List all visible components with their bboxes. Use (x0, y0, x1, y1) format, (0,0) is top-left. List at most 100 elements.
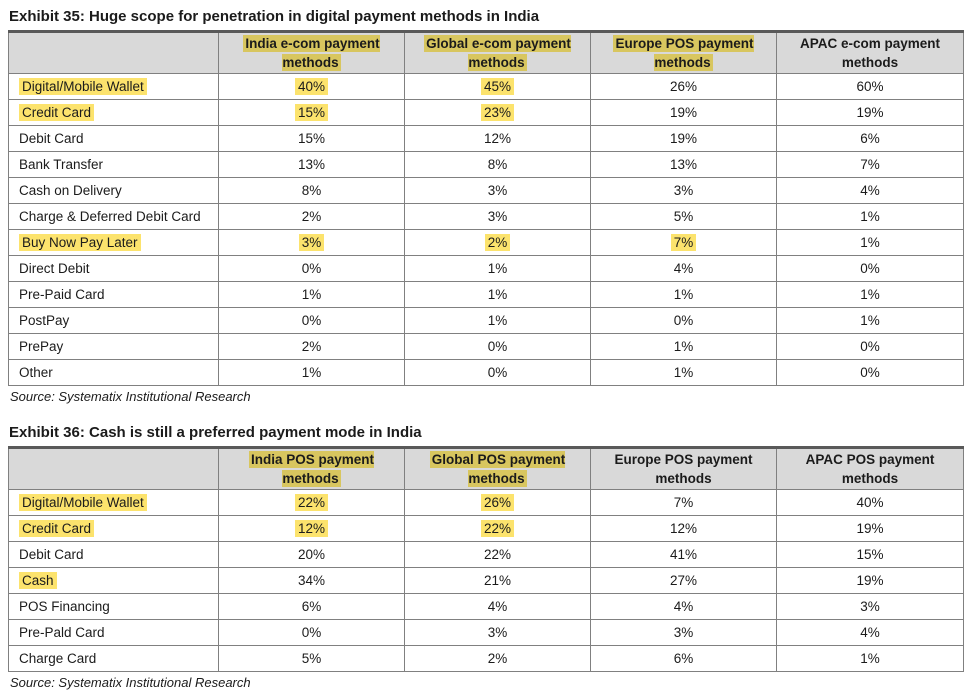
table-row: Debit Card 20% 22% 41% 15% (8, 541, 964, 568)
value-cell: 8% (218, 177, 405, 204)
row-label-cell: Credit Card (8, 515, 219, 542)
value-cell: 22% (218, 489, 405, 516)
exhibit-35-title: Exhibit 35: Huge scope for penetration i… (9, 8, 540, 25)
value-cell: 1% (590, 333, 777, 360)
value-cell: 6% (218, 593, 405, 620)
value-cell: 26% (404, 489, 591, 516)
value-cell: 0% (218, 619, 405, 646)
value-cell: 3% (590, 619, 777, 646)
row-label-cell: Cash (8, 567, 219, 594)
value-cell: 60% (776, 73, 964, 100)
highlighted-value-text: 45% (480, 78, 515, 95)
header-cell: APAC e-com payment methods (776, 31, 964, 74)
highlighted-label-text: Credit Card (19, 520, 95, 537)
value-cell: 15% (776, 541, 964, 568)
row-label-cell: PostPay (8, 307, 219, 334)
value-cell: 0% (404, 359, 591, 386)
table-row: Credit Card 12% 22% 12% 19% (8, 515, 964, 542)
highlighted-header-text: Global e-com payment methods (424, 35, 571, 71)
highlighted-value-text: 7% (670, 234, 697, 251)
value-cell: 20% (218, 541, 405, 568)
value-cell: 19% (776, 99, 964, 126)
header-cell: Global POS payment methods (404, 447, 591, 490)
value-cell: 4% (590, 593, 777, 620)
header-cell (8, 447, 219, 490)
exhibit-36-table: India POS payment methods Global POS paym… (8, 446, 964, 672)
value-cell: 12% (404, 125, 591, 152)
value-cell: 6% (776, 125, 964, 152)
highlighted-label-text: Credit Card (19, 104, 95, 121)
table-row: PostPay 0% 1% 0% 1% (8, 307, 964, 334)
header-cell: India e-com payment methods (218, 31, 405, 74)
value-cell: 1% (404, 281, 591, 308)
table-row: Bank Transfer 13% 8% 13% 7% (8, 151, 964, 178)
highlighted-label-text: Buy Now Pay Later (19, 234, 141, 251)
table-row: PrePay 2% 0% 1% 0% (8, 333, 964, 360)
row-label-cell: Pre-Paid Card (8, 281, 219, 308)
value-cell: 0% (776, 359, 964, 386)
value-cell: 5% (218, 645, 405, 672)
value-cell: 40% (776, 489, 964, 516)
value-cell: 1% (404, 307, 591, 334)
exhibit-35-source: Source: Systematix Institutional Researc… (10, 389, 251, 404)
value-cell: 22% (404, 515, 591, 542)
value-cell: 19% (776, 515, 964, 542)
value-cell: 5% (590, 203, 777, 230)
table-row: Charge & Deferred Debit Card 2% 3% 5% 1% (8, 203, 964, 230)
value-cell: 2% (218, 203, 405, 230)
value-cell: 3% (404, 203, 591, 230)
row-label-cell: PrePay (8, 333, 219, 360)
value-cell: 12% (590, 515, 777, 542)
value-cell: 12% (218, 515, 405, 542)
value-cell: 15% (218, 125, 405, 152)
value-cell: 7% (776, 151, 964, 178)
exhibit-36-source: Source: Systematix Institutional Researc… (10, 675, 251, 690)
value-cell: 22% (404, 541, 591, 568)
value-cell: 1% (776, 203, 964, 230)
value-cell: 26% (590, 73, 777, 100)
table-row: Cash 34% 21% 27% 19% (8, 567, 964, 594)
value-cell: 1% (776, 229, 964, 256)
table-row: Credit Card 15% 23% 19% 19% (8, 99, 964, 126)
value-cell: 4% (776, 619, 964, 646)
highlighted-label-text: Digital/Mobile Wallet (19, 78, 147, 95)
value-cell: 40% (218, 73, 405, 100)
table-row: Digital/Mobile Wallet 40% 45% 26% 60% (8, 73, 964, 100)
row-label-cell: Buy Now Pay Later (8, 229, 219, 256)
highlighted-value-text: 2% (484, 234, 511, 251)
header-row: India e-com payment methods Global e-com … (8, 31, 964, 74)
value-cell: 1% (218, 359, 405, 386)
value-cell: 0% (590, 307, 777, 334)
highlighted-value-text: 22% (480, 520, 515, 537)
value-cell: 1% (776, 645, 964, 672)
table-row: Digital/Mobile Wallet 22% 26% 7% 40% (8, 489, 964, 516)
table-row: POS Financing 6% 4% 4% 3% (8, 593, 964, 620)
highlighted-value-text: 15% (294, 104, 329, 121)
row-label-cell: Debit Card (8, 125, 219, 152)
value-cell: 1% (404, 255, 591, 282)
value-cell: 19% (590, 125, 777, 152)
value-cell: 23% (404, 99, 591, 126)
value-cell: 13% (218, 151, 405, 178)
value-cell: 2% (404, 229, 591, 256)
value-cell: 19% (590, 99, 777, 126)
value-cell: 13% (590, 151, 777, 178)
value-cell: 21% (404, 567, 591, 594)
table-row: Other 1% 0% 1% 0% (8, 359, 964, 386)
row-label-cell: Other (8, 359, 219, 386)
highlighted-label-text: Digital/Mobile Wallet (19, 494, 147, 511)
table-row: Direct Debit 0% 1% 4% 0% (8, 255, 964, 282)
row-label-cell: Charge Card (8, 645, 219, 672)
row-label-cell: Cash on Delivery (8, 177, 219, 204)
value-cell: 1% (776, 307, 964, 334)
highlighted-label-text: Cash (19, 572, 57, 589)
value-cell: 3% (218, 229, 405, 256)
value-cell: 0% (404, 333, 591, 360)
highlighted-value-text: 3% (298, 234, 325, 251)
header-cell: Global e-com payment methods (404, 31, 591, 74)
row-label-cell: Debit Card (8, 541, 219, 568)
value-cell: 45% (404, 73, 591, 100)
value-cell: 7% (590, 229, 777, 256)
exhibit-35-section: Exhibit 35: Huge scope for penetration i… (8, 8, 964, 404)
table-row: Debit Card 15% 12% 19% 6% (8, 125, 964, 152)
